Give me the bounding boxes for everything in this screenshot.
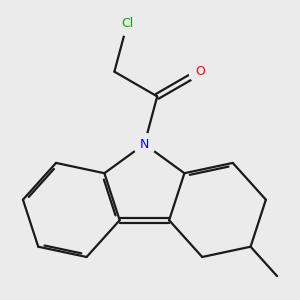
Text: Cl: Cl <box>121 17 133 30</box>
Text: N: N <box>140 138 149 151</box>
Text: O: O <box>195 65 205 78</box>
